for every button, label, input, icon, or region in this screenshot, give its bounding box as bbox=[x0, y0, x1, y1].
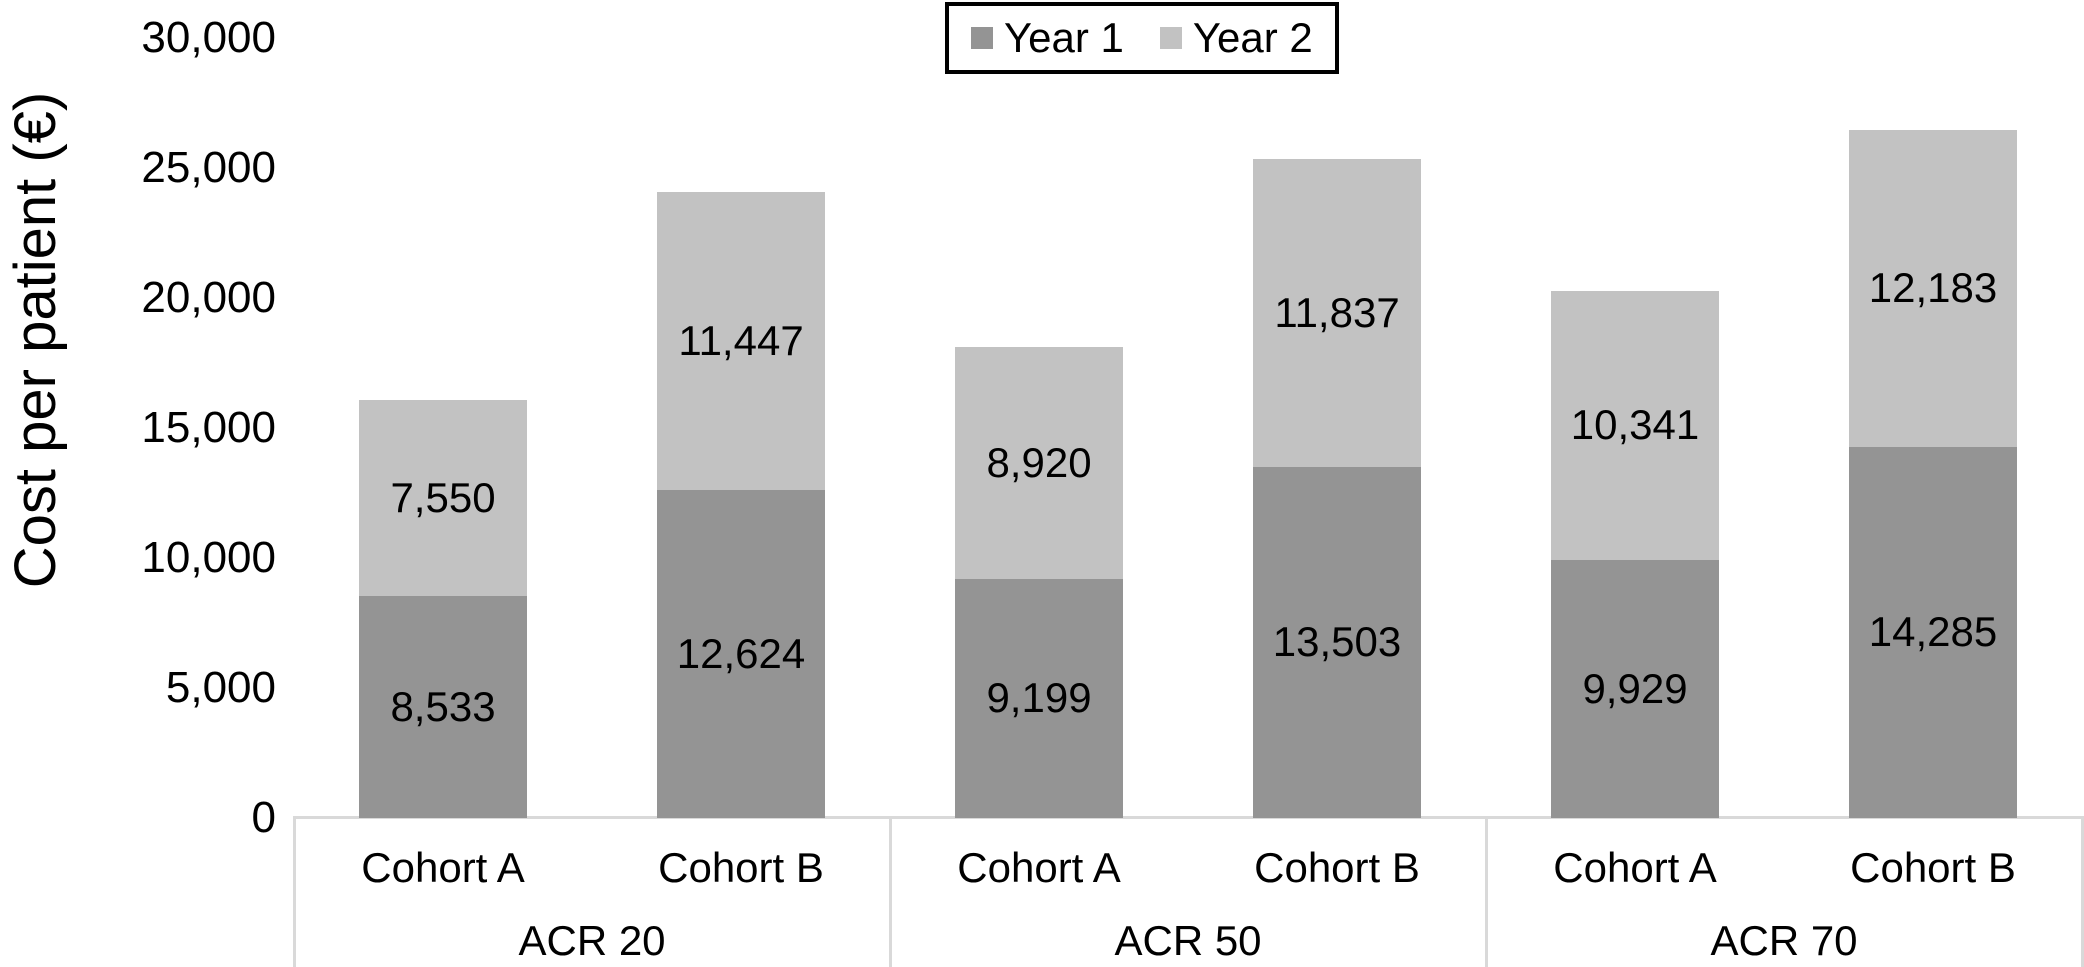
legend-swatch-year-1 bbox=[971, 27, 993, 49]
category-label: Cohort B bbox=[1254, 844, 1420, 891]
y-axis-tick: 25,000 bbox=[141, 143, 276, 192]
bar-segment-year-2 bbox=[657, 192, 825, 490]
category-divider bbox=[2081, 816, 2084, 967]
x-axis-line bbox=[294, 816, 2082, 819]
legend-label: Year 1 bbox=[1004, 14, 1124, 61]
bar-value-label: 11,447 bbox=[678, 316, 804, 364]
legend-swatch-year-2 bbox=[1159, 27, 1182, 49]
legend-item: Year 2 bbox=[1159, 14, 1313, 61]
bar-segment-year-1 bbox=[1253, 466, 1421, 818]
bar-value-label: 12,624 bbox=[676, 629, 806, 677]
y-axis-tick: 0 bbox=[251, 793, 276, 842]
category-label: Cohort B bbox=[658, 844, 824, 891]
legend: Year 1 Year 2 bbox=[945, 2, 1339, 74]
category-divider bbox=[1485, 816, 1488, 967]
category-label: Cohort B bbox=[1850, 844, 2016, 891]
category-label: Cohort A bbox=[957, 844, 1121, 891]
bar-segment-year-1 bbox=[955, 578, 1123, 818]
bar-value-label: 7,550 bbox=[390, 473, 496, 521]
legend-label: Year 2 bbox=[1192, 14, 1313, 61]
y-axis-tick: 10,000 bbox=[141, 533, 276, 582]
category-divider bbox=[293, 816, 296, 967]
bar-value-label: 10,341 bbox=[1570, 401, 1700, 449]
legend-item: Year 1 bbox=[971, 17, 1124, 59]
y-axis-tick: 30,000 bbox=[141, 13, 276, 62]
bar-segment-year-2 bbox=[359, 399, 527, 597]
bar-segment-year-2 bbox=[955, 346, 1123, 579]
category-label: Cohort A bbox=[361, 844, 525, 891]
y-axis-tick: 20,000 bbox=[141, 273, 276, 322]
bar-segment-year-1 bbox=[1849, 446, 2017, 818]
group-label: ACR 20 bbox=[518, 917, 666, 964]
bar-value-label: 11,837 bbox=[1274, 289, 1400, 337]
bar-value-label: 14,285 bbox=[1868, 608, 1998, 656]
bar-segment-year-1 bbox=[359, 596, 527, 818]
bar-segment-year-1 bbox=[657, 489, 825, 818]
bar-segment-year-1 bbox=[1551, 559, 1719, 818]
bar-value-label: 8,920 bbox=[986, 438, 1092, 486]
bar-value-label: 12,183 bbox=[1868, 264, 1998, 312]
y-axis-tick: 15,000 bbox=[141, 403, 276, 452]
bar-value-label: 9,199 bbox=[986, 674, 1092, 722]
bar-value-label: 13,503 bbox=[1272, 618, 1402, 666]
bar-segment-year-2 bbox=[1253, 159, 1421, 467]
bar-value-label: 8,533 bbox=[390, 683, 496, 731]
bar-segment-year-2 bbox=[1849, 129, 2017, 447]
bar-segment-year-2 bbox=[1551, 290, 1719, 560]
bar-value-label: 9,929 bbox=[1582, 664, 1688, 712]
category-divider bbox=[889, 816, 892, 967]
group-label: ACR 70 bbox=[1710, 917, 1858, 964]
y-axis-tick: 5,000 bbox=[165, 663, 276, 712]
category-label: Cohort A bbox=[1553, 844, 1717, 891]
group-label: ACR 50 bbox=[1114, 917, 1262, 964]
